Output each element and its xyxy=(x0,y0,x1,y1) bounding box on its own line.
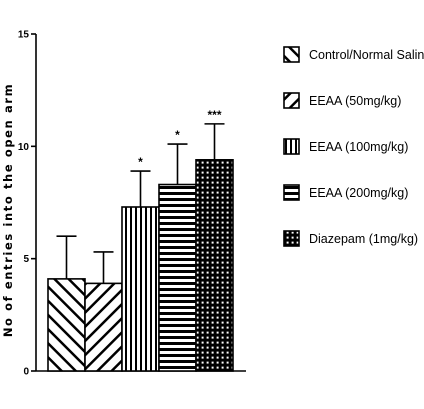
bar xyxy=(84,282,123,372)
legend-swatch xyxy=(283,46,300,63)
significance-label: * xyxy=(138,155,143,169)
bar xyxy=(195,159,234,372)
legend-swatch xyxy=(283,138,300,155)
y-axis-label: No of entries into the open arm xyxy=(1,83,15,337)
legend-label: Diazepam (1mg/kg) xyxy=(309,232,418,246)
significance-label: *** xyxy=(207,108,221,122)
legend-swatch xyxy=(283,92,300,109)
legend-swatch xyxy=(283,230,300,247)
y-tick-label: 15 xyxy=(18,30,30,41)
significance-label: * xyxy=(175,128,180,142)
bar xyxy=(47,278,86,372)
bars: ***** xyxy=(47,108,234,372)
legend-label: EEAA (200mg/kg) xyxy=(309,186,408,200)
y-tick-label: 5 xyxy=(23,254,29,265)
legend-label: EEAA (100mg/kg) xyxy=(309,140,408,154)
y-tick-label: 10 xyxy=(18,142,30,153)
legend-swatch xyxy=(283,184,300,201)
legend: Control/Normal Saline EEAA (50mg/kg) EEAA … xyxy=(283,46,424,247)
legend-label: Control/Normal Saline xyxy=(309,48,424,62)
y-tick-label: 0 xyxy=(23,367,29,378)
bar xyxy=(121,206,160,372)
legend-label: EEAA (50mg/kg) xyxy=(309,94,401,108)
y-axis: 0 5 10 15 xyxy=(18,30,37,378)
bar xyxy=(158,183,197,372)
